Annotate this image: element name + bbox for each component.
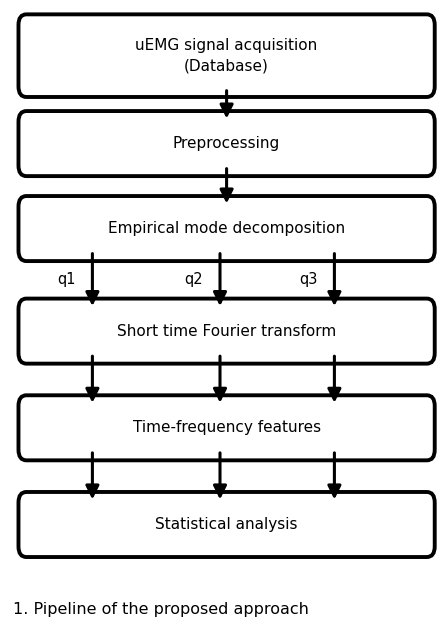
Text: q2: q2	[184, 272, 203, 287]
Text: Time-frequency features: Time-frequency features	[132, 421, 321, 435]
FancyBboxPatch shape	[18, 14, 435, 97]
Text: Short time Fourier transform: Short time Fourier transform	[117, 324, 336, 339]
Text: Preprocessing: Preprocessing	[173, 136, 280, 151]
FancyBboxPatch shape	[18, 299, 435, 364]
Text: Empirical mode decomposition: Empirical mode decomposition	[108, 221, 345, 236]
Text: q1: q1	[57, 272, 75, 287]
FancyBboxPatch shape	[18, 492, 435, 557]
FancyBboxPatch shape	[18, 196, 435, 261]
Text: Statistical analysis: Statistical analysis	[155, 517, 298, 532]
FancyBboxPatch shape	[18, 395, 435, 460]
Text: q3: q3	[299, 272, 317, 287]
Text: 1. Pipeline of the proposed approach: 1. Pipeline of the proposed approach	[13, 601, 309, 617]
FancyBboxPatch shape	[18, 111, 435, 176]
Text: uEMG signal acquisition
(Database): uEMG signal acquisition (Database)	[136, 38, 318, 73]
